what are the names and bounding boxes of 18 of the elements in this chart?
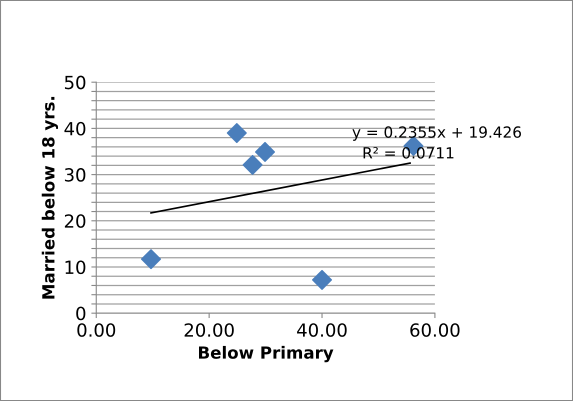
y-tick-label: 50: [64, 76, 86, 90]
point: [312, 270, 332, 290]
x-tick-label: 20.00: [184, 323, 234, 337]
point: [141, 249, 162, 270]
x-tick-label: 0.00: [77, 323, 116, 337]
point: [226, 123, 247, 144]
point: [255, 142, 276, 162]
y-tick-label: 40: [64, 122, 86, 136]
annotation: y = 0.2355x + 19.426: [352, 126, 522, 141]
y-tick-label: 0: [76, 306, 86, 320]
x-axis-title: Below Primary: [199, 346, 334, 362]
y-tick-label: 30: [64, 168, 86, 182]
x-tick-label: 40.00: [297, 323, 347, 337]
y-axis-title: Married below 18 yrs.: [42, 96, 58, 299]
y-tick-label: 10: [66, 260, 86, 274]
point: [242, 154, 263, 175]
y-tick-label: 20: [64, 214, 86, 228]
x-tick-label: 60.00: [410, 323, 460, 337]
